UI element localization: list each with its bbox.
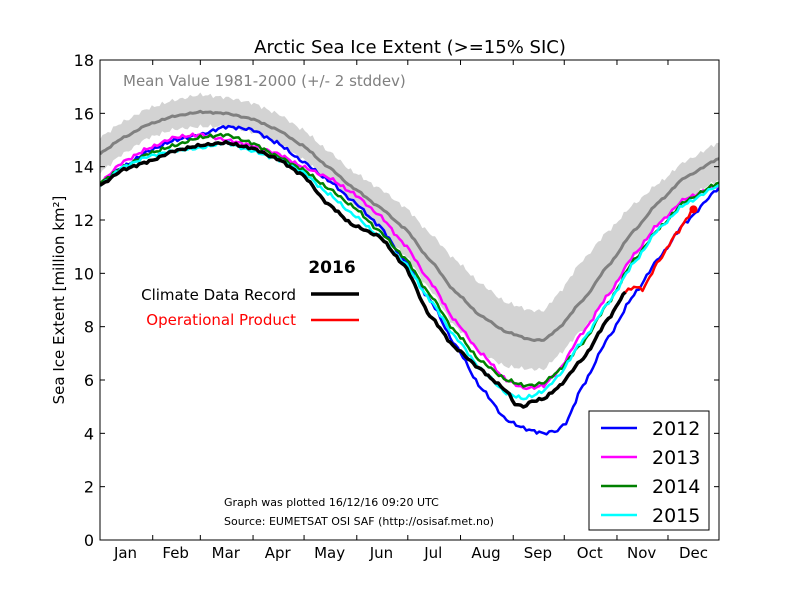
series-line-2015-2015 [100,140,719,401]
inline-legend-title: 2016 [308,258,355,278]
plotted-date-note: Graph was plotted 16/12/16 09:20 UTC [224,496,439,509]
y-tick-label: 18 [74,51,94,70]
y-tick-label: 6 [84,371,94,390]
y-axis-label: Sea Ice Extent [million km²] [50,196,68,405]
month-label: Jun [369,544,393,562]
legend-label-operational-product: Operational Product [146,311,296,329]
legend-label-2014: 2014 [652,476,700,498]
y-tick-label: 4 [84,424,94,443]
latest-value-marker [689,205,698,214]
y-tick-label: 16 [74,104,94,123]
mean-band-label: Mean Value 1981-2000 (+/- 2 stddev) [123,72,406,90]
y-tick-label: 14 [74,158,94,177]
y-tick-label: 10 [74,264,94,283]
month-label: Apr [265,544,292,562]
month-label: Feb [162,544,189,562]
month-label: Mar [212,544,241,562]
month-label: Nov [627,544,656,562]
legend-label-climate-data-record: Climate Data Record [141,286,296,304]
series-line-2016-climate-data-record [100,139,627,409]
month-label: Sep [524,544,552,562]
series-line-2016-operational-product [624,208,695,294]
year-legend-box [588,410,710,531]
month-label: Jul [423,544,442,562]
y-tick-label: 8 [84,318,94,337]
y-tick-label: 12 [74,211,94,230]
month-label: Oct [577,544,603,562]
axes: 0 2 4 6 8 10 12 14 16 18 Jan Feb Mar Apr May Jun Jul Aug S… [74,51,719,562]
source-note: Source: EUMETSAT OSI SAF (http://osisaf.… [224,515,494,528]
month-label: May [314,544,345,562]
plot-content [100,92,719,436]
year-legend: 2012 2013 2014 2015 [588,410,710,531]
y-tick-label: 0 [84,531,94,550]
legend-label-2015: 2015 [652,505,700,527]
chart-title: Arctic Sea Ice Extent (>=15% SIC) [254,37,566,58]
month-label: Jan [113,544,137,562]
plot-frame [99,59,720,541]
month-label: Aug [471,544,500,562]
series-line-2013-2013 [100,132,719,391]
y-tick-label: 2 [84,478,94,497]
legend-label-2012: 2012 [652,418,700,440]
mean-line [100,109,719,342]
legend-label-2013: 2013 [652,447,700,469]
month-label: Dec [679,544,708,562]
inline-legend-2016: 2016 Climate Data Record Operational Pro… [141,258,359,329]
